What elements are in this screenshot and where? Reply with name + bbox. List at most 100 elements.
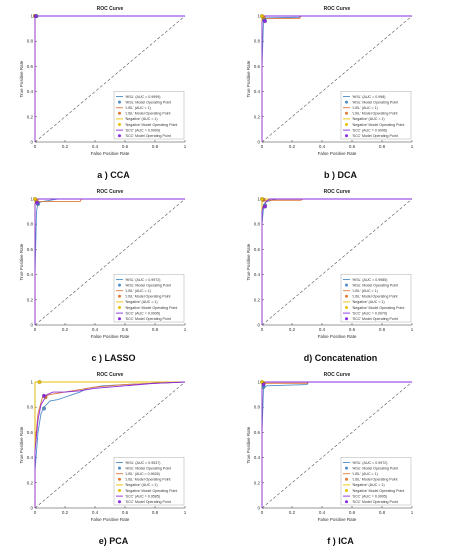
x-tick-label: 0.4 xyxy=(92,327,99,332)
legend-entry: 'SCC' Model Operating Point xyxy=(352,134,398,138)
y-tick-label: 1 xyxy=(30,380,33,385)
legend-marker-hisl xyxy=(118,100,121,104)
legend-marker-scc xyxy=(118,134,121,138)
y-tick-label: 0.4 xyxy=(254,89,261,94)
legend-entry: 'Negative' Model Operating Point xyxy=(352,489,404,493)
x-tick-label: 0.6 xyxy=(122,144,129,149)
legend-entry: 'SCC' (AUC = 0.9979) xyxy=(352,311,387,315)
x-tick-label: 0 xyxy=(34,327,37,332)
roc-chart-lasso: ROC Curve 0 0.2 0.4 0.6 0.8 1 0 0.2 0.4 0.6 0.8 1 Fal… xyxy=(19,189,187,339)
legend-entry: 'Negative' Model Operating Point xyxy=(125,489,177,493)
panel-caption-ica: f ) ICA xyxy=(327,536,354,546)
legend-marker-hisl xyxy=(345,283,348,287)
y-tick-label: 0.2 xyxy=(254,297,261,302)
x-axis-label: False Positive Rate xyxy=(318,517,357,522)
operating-point-scc xyxy=(42,393,46,398)
chart-title: ROC Curve xyxy=(324,189,351,195)
legend-marker-scc xyxy=(345,134,348,138)
operating-point-negative xyxy=(260,14,264,18)
legend-marker-lisl xyxy=(118,294,121,298)
y-tick-label: 0.4 xyxy=(27,89,34,94)
legend-marker-scc xyxy=(345,317,348,321)
operating-point-negative xyxy=(33,197,37,201)
x-tick-label: 0.6 xyxy=(349,144,356,149)
roc-chart-dca: ROC Curve 0 0.2 0.4 0.6 0.8 1 0 0.2 0.4 0.6 0.8 1 Fal… xyxy=(246,6,414,156)
y-tick-label: 0.6 xyxy=(254,64,261,69)
legend-entry: 'LISL' Model Operating Point xyxy=(125,478,171,482)
legend-entry: 'HISL' Model Operating Point xyxy=(125,466,171,470)
y-tick-label: 0 xyxy=(30,323,33,328)
panel-caption-lasso: c ) LASSO xyxy=(91,353,136,363)
roc-panel-dca: ROC Curve 0 0.2 0.4 0.6 0.8 1 0 0.2 0.4 0.6 0.8 1 Fal… xyxy=(227,0,454,183)
legend-marker-negative xyxy=(118,489,121,492)
legend-entry: 'Negative' Model Operating Point xyxy=(352,306,404,310)
legend-entry: 'HISL' Model Operating Point xyxy=(352,283,398,287)
y-tick-label: 0.4 xyxy=(254,455,261,460)
legend-entry: 'HISL' Model Operating Point xyxy=(125,283,171,287)
legend-marker-scc xyxy=(345,500,348,504)
legend-entry: 'SCC' (AUC = 0.9995) xyxy=(125,311,160,315)
legend-entry: 'LISL' Model Operating Point xyxy=(352,295,398,299)
legend-marker-scc xyxy=(118,317,121,321)
y-axis-label: True Positive Rate xyxy=(19,243,24,280)
x-tick-label: 0 xyxy=(34,144,37,149)
legend-box xyxy=(340,456,412,506)
y-tick-label: 0.8 xyxy=(254,39,261,44)
x-axis-label: False Positive Rate xyxy=(91,334,130,339)
legend-marker-lisl xyxy=(345,111,348,115)
y-axis-label: True Positive Rate xyxy=(246,60,251,97)
panel-caption-cca: a ) CCA xyxy=(97,170,130,180)
legend-marker-negative xyxy=(345,123,348,126)
roc-chart-ica: ROC Curve 0 0.2 0.4 0.6 0.8 1 0 0.2 0.4 0.6 0.8 1 Fal… xyxy=(246,372,414,522)
roc-panel-concatenation: ROC Curve 0 0.2 0.4 0.6 0.8 1 0 0.2 0.4 0.6 0.8 1 Fal… xyxy=(227,183,454,366)
x-tick-label: 1 xyxy=(184,144,187,149)
legend-entry: 'HISL' Model Operating Point xyxy=(352,466,398,470)
x-tick-label: 0 xyxy=(261,144,264,149)
x-tick-label: 1 xyxy=(411,510,414,515)
x-tick-label: 0.8 xyxy=(379,510,386,515)
legend-marker-negative xyxy=(345,306,348,309)
operating-point-negative xyxy=(260,197,264,201)
legend-entry: 'LISL' (AUC = 1) xyxy=(352,289,378,293)
legend-entry: 'Negative' (AUC = 1) xyxy=(352,300,385,304)
legend-entry: 'HISL' (AUC = 0.9985) xyxy=(352,278,387,282)
x-tick-label: 0.8 xyxy=(379,144,386,149)
y-tick-label: 0.8 xyxy=(254,405,261,410)
legend-entry: 'HISL' Model Operating Point xyxy=(125,100,171,104)
roc-chart-concatenation: ROC Curve 0 0.2 0.4 0.6 0.8 1 0 0.2 0.4 0.6 0.8 1 Fal… xyxy=(246,189,414,339)
legend-entry: 'LISL' Model Operating Point xyxy=(125,112,171,116)
y-tick-label: 1 xyxy=(257,14,260,19)
roc-chart-pca: ROC Curve 0 0.2 0.4 0.6 0.8 1 0 0.2 0.4 0.6 0.8 1 Fal… xyxy=(19,372,187,522)
legend-entry: 'SCC' Model Operating Point xyxy=(352,500,398,504)
chance-diagonal-line xyxy=(34,15,186,143)
legend-entry: 'HISL' (AUC = 0.9972) xyxy=(352,461,387,465)
x-tick-label: 0.6 xyxy=(349,327,356,332)
y-tick-label: 0.8 xyxy=(27,405,34,410)
roc-panel-pca: ROC Curve 0 0.2 0.4 0.6 0.8 1 0 0.2 0.4 0.6 0.8 1 Fal… xyxy=(0,366,227,550)
x-axis-label: False Positive Rate xyxy=(91,517,130,522)
x-tick-label: 0.6 xyxy=(122,327,129,332)
chart-title: ROC Curve xyxy=(324,372,351,378)
x-tick-label: 1 xyxy=(184,510,187,515)
legend-entry: 'Negative' (AUC = 1) xyxy=(125,483,158,487)
legend-marker-hisl xyxy=(345,100,348,104)
y-tick-label: 0 xyxy=(257,140,260,145)
y-tick-label: 0.8 xyxy=(254,222,261,227)
x-tick-label: 0.8 xyxy=(152,327,159,332)
y-tick-label: 0 xyxy=(30,140,33,145)
legend-entry: 'SCC' (AUC = 0.9999) xyxy=(125,128,160,132)
y-axis-label: True Positive Rate xyxy=(19,60,24,97)
x-axis-label: False Positive Rate xyxy=(318,334,357,339)
y-tick-label: 0.4 xyxy=(254,272,261,277)
legend-marker-negative xyxy=(118,123,121,126)
legend-box xyxy=(113,90,185,140)
legend-marker-hisl xyxy=(118,466,121,470)
operating-point-scc xyxy=(263,19,267,23)
legend-entry: 'Negative' (AUC = 1) xyxy=(125,300,158,304)
legend-box xyxy=(340,90,412,140)
operating-point-scc xyxy=(261,382,266,387)
chart-title: ROC Curve xyxy=(97,6,124,12)
chance-diagonal-line xyxy=(34,198,186,326)
legend-entry: 'HISL' (AUC = 0.9537) xyxy=(125,461,160,465)
legend-entry: 'Negative' Model Operating Point xyxy=(352,123,404,127)
